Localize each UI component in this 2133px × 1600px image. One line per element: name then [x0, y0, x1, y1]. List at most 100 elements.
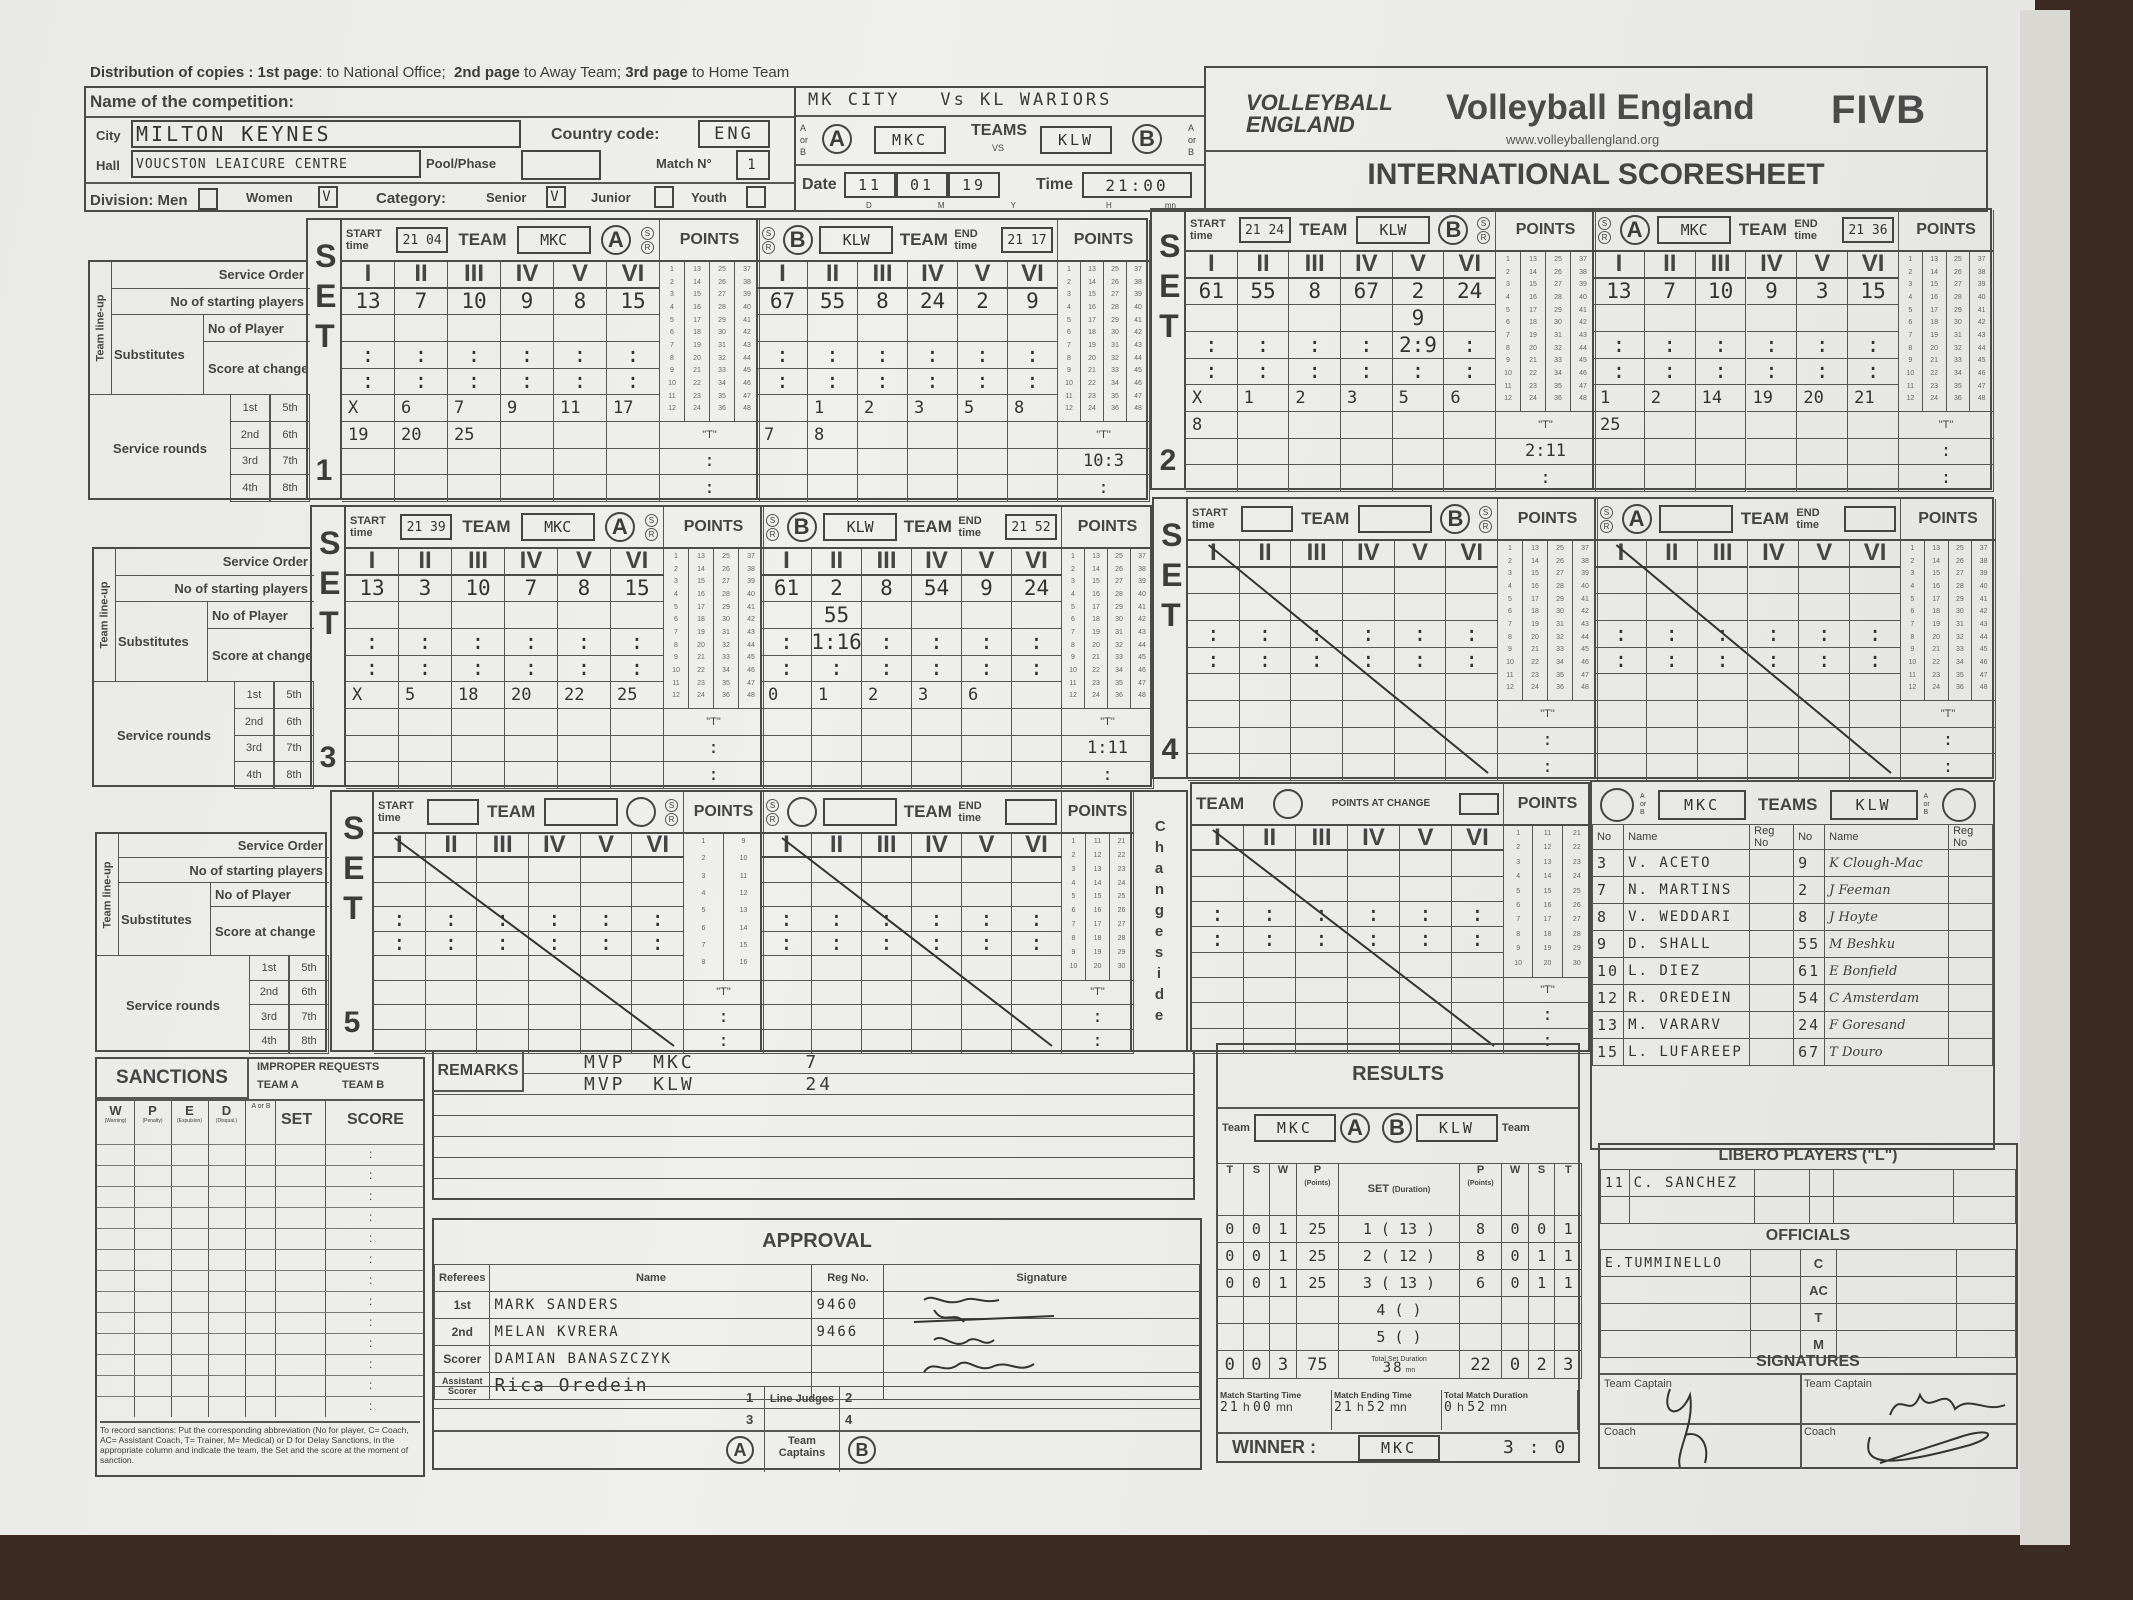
service-round[interactable]: [1400, 1028, 1452, 1054]
service-round[interactable]: [1008, 422, 1058, 449]
results-team-b-value[interactable]: [1501, 1296, 1529, 1324]
team-code-box[interactable]: [543, 798, 618, 826]
starting-player[interactable]: [812, 858, 862, 883]
results-team-a-value[interactable]: 25: [1295, 1215, 1340, 1243]
end-hours[interactable]: 21: [1334, 1400, 1354, 1415]
score-at-change[interactable]: :: [425, 931, 478, 957]
player-number[interactable]: 2: [1793, 876, 1826, 904]
libero-name[interactable]: C. SANCHEZ: [1628, 1169, 1755, 1197]
score-at-change[interactable]: :: [611, 655, 664, 683]
results-total-b[interactable]: 2: [1527, 1350, 1556, 1379]
set-time-field[interactable]: 21 39: [400, 514, 453, 540]
service-round[interactable]: [1289, 465, 1341, 492]
player-number[interactable]: 12: [1591, 984, 1625, 1012]
player-number[interactable]: 8: [1591, 903, 1625, 931]
service-round[interactable]: [1850, 701, 1901, 728]
score-at-change[interactable]: :: [1239, 621, 1292, 648]
substitute-player[interactable]: [1291, 594, 1343, 621]
player-name[interactable]: R. OREDEIN: [1623, 984, 1751, 1012]
service-round[interactable]: [1008, 448, 1058, 476]
service-round[interactable]: [607, 448, 660, 476]
results-team-a-value[interactable]: [1295, 1296, 1340, 1324]
substitute-player[interactable]: [1644, 305, 1696, 332]
sanction-score-cell[interactable]: :: [369, 1189, 373, 1203]
service-round[interactable]: [1400, 952, 1452, 978]
set-time-field[interactable]: [426, 799, 479, 825]
results-team-a-value[interactable]: 1: [1269, 1242, 1297, 1270]
player-number[interactable]: 24: [1793, 1011, 1826, 1039]
score-at-change[interactable]: :: [611, 629, 664, 656]
service-round[interactable]: [1695, 412, 1747, 439]
service-round[interactable]: [1289, 438, 1341, 466]
service-round[interactable]: [1446, 754, 1498, 781]
score-at-change[interactable]: :: [1192, 902, 1244, 928]
service-round[interactable]: [1748, 701, 1800, 728]
service-round[interactable]: [1748, 674, 1800, 701]
starting-player[interactable]: [529, 858, 581, 883]
roster-team-a-code[interactable]: MKC: [1658, 790, 1746, 820]
results-team-a-value[interactable]: 0: [1216, 1215, 1244, 1243]
score-at-change[interactable]: :: [580, 907, 633, 932]
service-round[interactable]: [1444, 438, 1496, 466]
player-name[interactable]: J Feeman: [1824, 876, 1950, 904]
score-at-change[interactable]: :: [1452, 927, 1504, 953]
sanction-score-cell[interactable]: :: [369, 1399, 373, 1413]
score-at-change[interactable]: :: [1748, 621, 1800, 648]
service-round[interactable]: [1644, 438, 1696, 466]
service-round[interactable]: [1012, 682, 1062, 709]
score-at-change[interactable]: :: [1341, 358, 1393, 386]
service-round[interactable]: [448, 475, 501, 502]
score-at-change[interactable]: :: [1186, 358, 1238, 386]
starting-player[interactable]: 10: [1695, 278, 1747, 306]
starting-player[interactable]: [1188, 567, 1240, 595]
date-year[interactable]: 19: [948, 172, 1000, 198]
service-round[interactable]: 18: [452, 682, 505, 709]
substitute-player[interactable]: [611, 602, 664, 629]
substitute-player[interactable]: [962, 882, 1012, 908]
service-round[interactable]: 3: [908, 395, 958, 422]
starting-player[interactable]: [580, 858, 633, 883]
timeout-score[interactable]: :: [1899, 438, 1994, 466]
service-round[interactable]: [505, 762, 558, 789]
service-round[interactable]: [858, 475, 908, 502]
substitute-player[interactable]: [1850, 594, 1901, 621]
service-round[interactable]: [1237, 438, 1290, 466]
points-tally[interactable]: 1 2 3 4 5 6 7 8 9 10 11 12 13 14 15 16 17 18 19 20 21 22 23 24 2…: [1496, 252, 1596, 412]
service-round[interactable]: [1291, 674, 1343, 701]
substitute-player[interactable]: [1400, 876, 1452, 902]
service-round[interactable]: X: [1186, 385, 1238, 412]
starting-player[interactable]: 2: [812, 575, 862, 603]
service-round[interactable]: [962, 956, 1012, 981]
service-round[interactable]: [1394, 701, 1447, 728]
starting-player[interactable]: 8: [558, 575, 611, 603]
player-name[interactable]: T Douro: [1824, 1038, 1950, 1066]
team-code-box[interactable]: MKC: [516, 226, 591, 254]
service-round[interactable]: [529, 1005, 581, 1030]
score-at-change[interactable]: :: [580, 931, 633, 957]
service-round[interactable]: 8: [1008, 395, 1058, 422]
service-round[interactable]: [812, 980, 862, 1006]
service-round[interactable]: [1348, 1003, 1400, 1029]
timeout-score[interactable]: :: [1504, 1003, 1592, 1029]
service-round[interactable]: [758, 448, 808, 476]
score-at-change[interactable]: :: [452, 655, 505, 683]
total-hours[interactable]: 0: [1444, 1400, 1454, 1415]
points-tally[interactable]: 1 2 3 4 5 6 7 8 9 10 11 12 13 14 15 16 17 18 19 20 21 22 23 24 2…: [1901, 541, 1996, 701]
score-at-change[interactable]: :: [1008, 368, 1058, 396]
score-at-change[interactable]: :: [374, 907, 426, 932]
player-number[interactable]: 10: [1591, 957, 1625, 985]
score-at-change[interactable]: :: [1446, 647, 1498, 675]
service-round[interactable]: [812, 1029, 862, 1054]
score-at-change[interactable]: :: [1596, 647, 1647, 675]
service-round[interactable]: [858, 422, 908, 449]
sanction-score-cell[interactable]: :: [369, 1231, 373, 1245]
service-round[interactable]: 25: [611, 682, 664, 709]
points-tally[interactable]: 1 2 3 4 5 6 7 8 9 10 11 12 13 14 15 16 17 18 19 20 21 22 23 24 2…: [1062, 549, 1154, 709]
score-at-change[interactable]: :: [1646, 621, 1698, 648]
substitute-player[interactable]: [425, 882, 478, 908]
substitute-player[interactable]: [962, 602, 1012, 629]
score-at-change[interactable]: :: [962, 629, 1012, 656]
player-name[interactable]: D. SHALL: [1623, 930, 1751, 958]
substitute-player[interactable]: [808, 315, 858, 342]
